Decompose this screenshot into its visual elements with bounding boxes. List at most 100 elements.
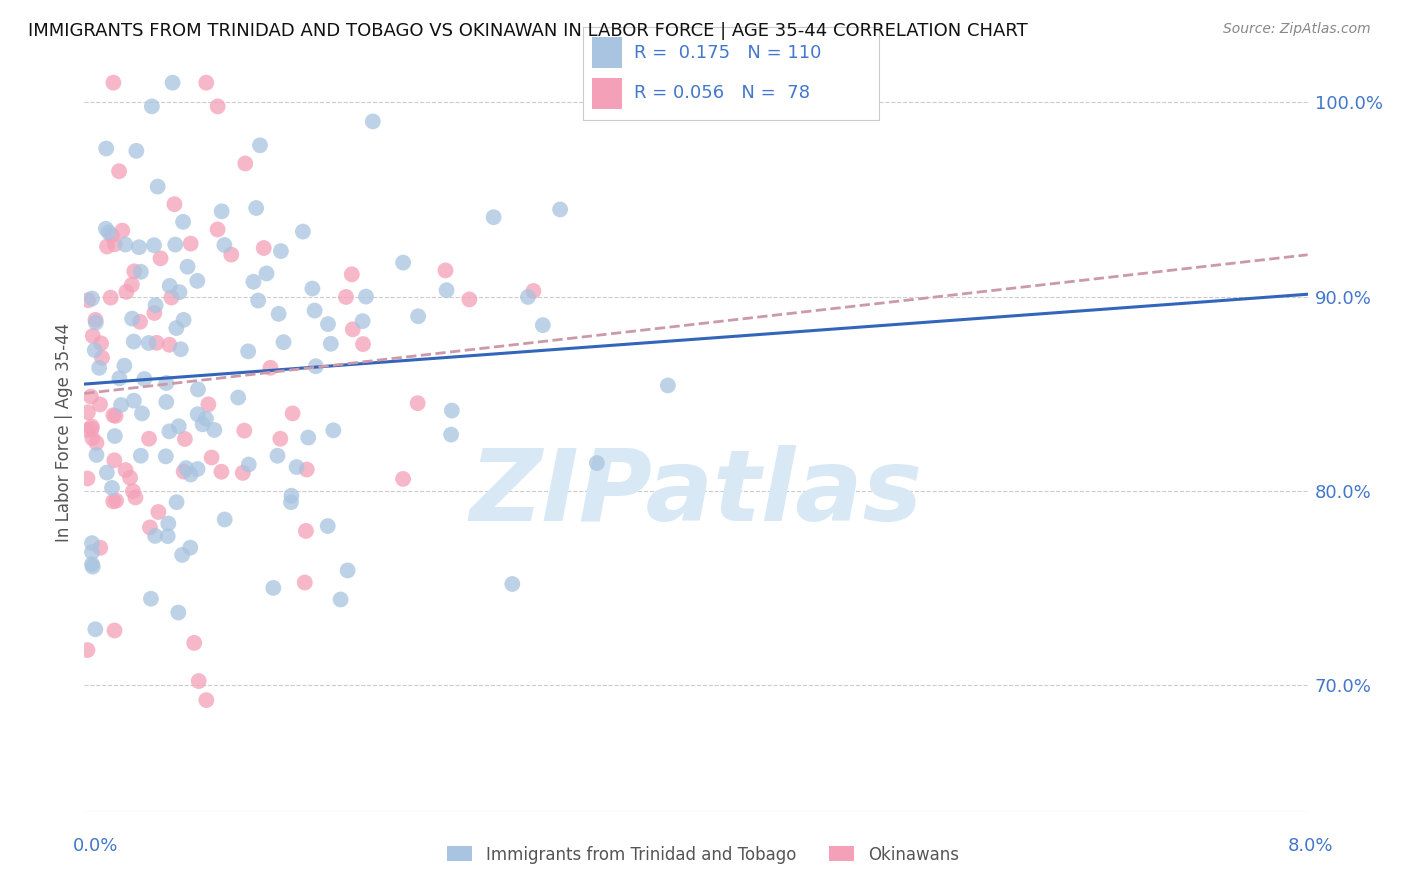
Point — [80, 536, 103, 550]
Legend: Immigrants from Trinidad and Tobago, Okinawans: Immigrants from Trinidad and Tobago, Oki… — [440, 839, 966, 871]
Point — [256, 267, 278, 281]
Point — [101, 481, 124, 495]
Point — [336, 563, 359, 577]
Point — [108, 164, 131, 178]
Point — [482, 210, 505, 224]
Point — [352, 314, 374, 328]
Point — [329, 592, 352, 607]
Point — [211, 204, 233, 219]
Point — [124, 491, 146, 505]
Point — [157, 516, 180, 531]
Point — [105, 493, 128, 508]
Point — [76, 423, 98, 437]
Point — [134, 372, 156, 386]
Point — [121, 277, 143, 292]
Point — [121, 311, 143, 326]
Point — [143, 238, 166, 252]
Point — [163, 197, 186, 211]
Point — [173, 432, 195, 446]
Point — [159, 278, 181, 293]
Point — [100, 291, 122, 305]
Point — [138, 432, 160, 446]
Point — [82, 431, 104, 445]
Point — [195, 693, 218, 707]
Point — [83, 343, 105, 357]
Point — [585, 456, 607, 470]
Point — [122, 334, 145, 349]
Point — [146, 179, 169, 194]
Point — [112, 359, 135, 373]
Point — [295, 462, 318, 476]
Text: IMMIGRANTS FROM TRINIDAD AND TOBAGO VS OKINAWAN IN LABOR FORCE | AGE 35-44 CORRE: IMMIGRANTS FROM TRINIDAD AND TOBAGO VS O… — [28, 22, 1028, 40]
Point — [187, 407, 209, 421]
Point — [80, 390, 103, 404]
Point — [335, 290, 357, 304]
Point — [138, 336, 160, 351]
Point — [155, 450, 177, 464]
Point — [207, 222, 229, 236]
Point — [280, 489, 302, 503]
Point — [436, 283, 458, 297]
Y-axis label: In Labor Force | Age 35-44: In Labor Force | Age 35-44 — [55, 323, 73, 542]
Text: R =  0.175   N = 110: R = 0.175 N = 110 — [634, 44, 821, 62]
Point — [165, 237, 187, 252]
Point — [103, 494, 125, 508]
Point — [209, 465, 232, 479]
Point — [172, 548, 194, 562]
Point — [440, 427, 463, 442]
Point — [316, 519, 339, 533]
Point — [82, 329, 104, 343]
Point — [501, 577, 523, 591]
Point — [76, 471, 98, 485]
Point — [156, 529, 179, 543]
Point — [115, 285, 138, 299]
Point — [80, 292, 103, 306]
Point — [194, 411, 217, 425]
Point — [219, 247, 242, 261]
Point — [214, 512, 236, 526]
Point — [103, 408, 125, 422]
Point — [120, 471, 142, 485]
Point — [270, 244, 292, 258]
Point — [103, 76, 125, 90]
Point — [128, 240, 150, 254]
Point — [354, 290, 377, 304]
Point — [101, 228, 124, 243]
Point — [143, 306, 166, 320]
Point — [141, 99, 163, 113]
Point — [262, 581, 284, 595]
FancyBboxPatch shape — [592, 37, 621, 68]
Point — [155, 376, 177, 390]
Point — [301, 281, 323, 295]
Point — [145, 298, 167, 312]
Point — [96, 141, 118, 155]
Point — [291, 225, 314, 239]
Point — [167, 419, 190, 434]
Point — [187, 383, 209, 397]
Point — [80, 422, 103, 436]
Point — [139, 591, 162, 606]
Point — [253, 241, 276, 255]
Point — [90, 336, 112, 351]
Point — [202, 423, 225, 437]
Point — [180, 236, 202, 251]
Point — [267, 307, 290, 321]
Point — [406, 396, 429, 410]
Point — [281, 406, 304, 420]
Point — [104, 429, 127, 443]
Point — [304, 303, 326, 318]
Point — [187, 674, 209, 689]
Text: Source: ZipAtlas.com: Source: ZipAtlas.com — [1223, 22, 1371, 37]
Point — [76, 405, 98, 419]
Point — [104, 237, 127, 252]
Point — [186, 462, 208, 476]
Point — [172, 215, 194, 229]
Point — [94, 222, 117, 236]
Point — [86, 448, 108, 462]
Point — [80, 557, 103, 571]
Point — [214, 238, 236, 252]
Point — [103, 453, 125, 467]
Point — [114, 463, 136, 477]
Point — [89, 541, 111, 555]
Point — [352, 337, 374, 351]
